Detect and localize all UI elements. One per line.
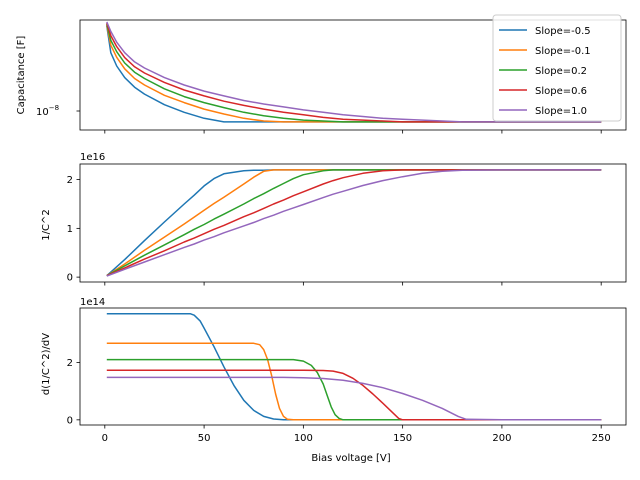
capacitance-panel: 10−8 Capacitance [F] [16, 19, 627, 134]
legend-label-slope-0-1: Slope=-0.1 [535, 46, 591, 57]
inverse-c-squared-panel: 1e16 1/C^2 0 1 2 [41, 152, 627, 286]
capacitance-axes-frame [79, 19, 627, 131]
derivative-y-axis-label: d(1/C^2)/dV [41, 333, 52, 395]
inverse-c-squared-y-axis-label: 1/C^2 [41, 209, 52, 240]
legend-label-slope-1-0: Slope=1.0 [535, 106, 587, 117]
x-tick-label: 200 [492, 433, 511, 444]
derivative-plot-area [106, 312, 602, 421]
series-line-slope-0-6 [106, 369, 602, 421]
series-line-slope-0-5 [106, 312, 602, 421]
x-tick-label: 250 [592, 433, 611, 444]
inverse-c-squared-plot-area [106, 169, 602, 277]
derivative-x-ticks: 0 50 100 150 200 250 [102, 425, 611, 444]
derivative-panel: 1e14 d(1/C^2)/dV 02 0 50 100 150 200 250 Bias… [41, 297, 627, 464]
legend-box [492, 14, 622, 122]
legend-label-slope-0-6: Slope=0.6 [535, 86, 587, 97]
derivative-multiplier: 1e14 [80, 297, 105, 308]
series-line-slope-0-1 [106, 342, 602, 421]
y-tick-label: 0 [67, 415, 73, 426]
inverse-c-squared-multiplier: 1e16 [80, 152, 105, 163]
y-tick-label: 1 [67, 224, 73, 235]
y-tick-label: 2 [67, 175, 73, 186]
legend-label-slope-0-5: Slope=-0.5 [535, 26, 591, 37]
derivative-y-ticks: 02 [67, 358, 80, 426]
capacitance-x-tick-marks [104, 130, 602, 134]
x-tick-label: 100 [294, 433, 313, 444]
inverse-c-squared-axes-frame [79, 163, 627, 283]
x-tick-label: 50 [198, 433, 211, 444]
y-tick-label: 2 [67, 358, 73, 369]
series-line-slope-0-6 [106, 169, 602, 277]
x-tick-label: 0 [102, 433, 108, 444]
series-line-slope-1-0 [106, 376, 602, 421]
legend: Slope=-0.5 Slope=-0.1 Slope=0.2 Slope=0.6 Sl… [492, 14, 622, 122]
inverse-c-squared-x-tick-marks [104, 282, 602, 286]
x-tick-label: 150 [393, 433, 412, 444]
series-line-slope-1-0 [106, 21, 602, 123]
x-axis-label: Bias voltage [V] [311, 453, 390, 464]
capacitance-plot-area [106, 21, 602, 123]
legend-label-slope-0-2: Slope=0.2 [535, 66, 587, 77]
inverse-c-squared-y-ticks: 0 1 2 [67, 175, 80, 284]
capacitance-y-axis-label: Capacitance [F] [16, 36, 27, 115]
derivative-axes-frame [79, 307, 627, 426]
series-line-slope-1-0 [106, 169, 602, 277]
y-tick-label: 0 [67, 273, 73, 284]
